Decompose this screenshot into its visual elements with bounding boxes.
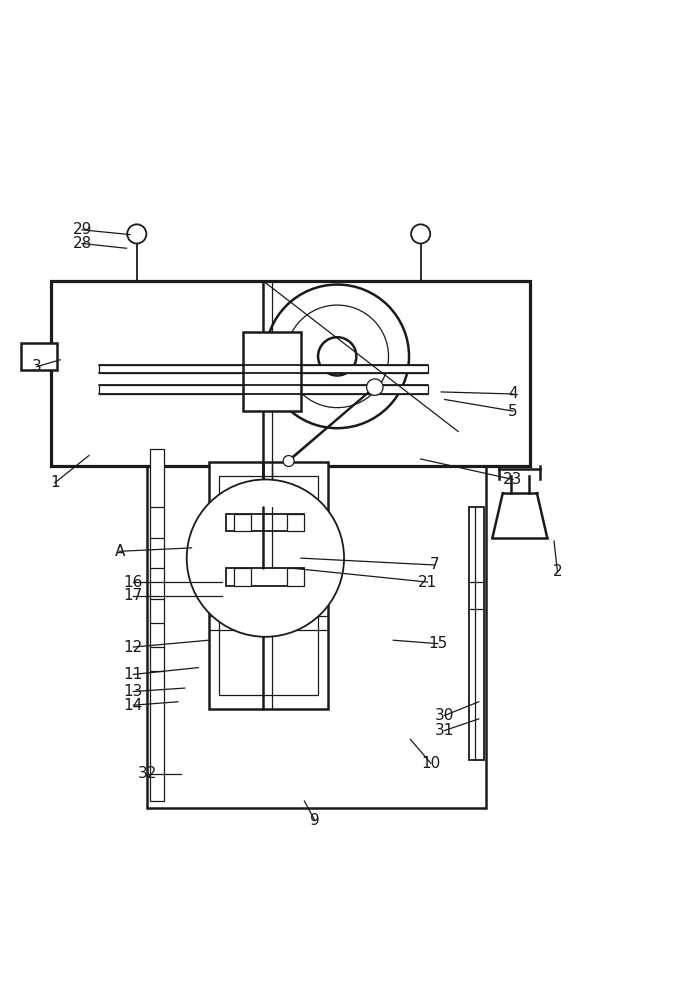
Text: 2: 2 bbox=[553, 564, 562, 579]
Bar bbox=[150, 449, 164, 801]
Bar bbox=[147, 442, 486, 808]
Text: 17: 17 bbox=[124, 588, 143, 603]
Circle shape bbox=[187, 479, 344, 637]
Bar bbox=[99, 365, 428, 373]
Text: 29: 29 bbox=[73, 222, 92, 237]
Bar bbox=[287, 568, 304, 585]
Text: 28: 28 bbox=[73, 236, 92, 251]
Circle shape bbox=[265, 285, 409, 428]
Text: 12: 12 bbox=[124, 640, 143, 655]
Circle shape bbox=[367, 379, 383, 395]
Text: 13: 13 bbox=[124, 684, 143, 699]
Bar bbox=[233, 555, 308, 623]
Bar bbox=[226, 568, 304, 585]
Bar bbox=[234, 568, 252, 585]
Text: A: A bbox=[114, 544, 125, 559]
Text: 3: 3 bbox=[32, 359, 42, 374]
Text: 9: 9 bbox=[310, 813, 319, 828]
Circle shape bbox=[127, 224, 146, 243]
Bar bbox=[287, 514, 304, 531]
Bar bbox=[219, 476, 318, 695]
Bar bbox=[99, 385, 428, 394]
Circle shape bbox=[411, 224, 430, 243]
Text: 10: 10 bbox=[421, 756, 440, 771]
Text: 30: 30 bbox=[435, 708, 454, 723]
Text: 5: 5 bbox=[508, 404, 518, 419]
Circle shape bbox=[318, 337, 356, 376]
Bar bbox=[469, 507, 484, 760]
Text: 16: 16 bbox=[124, 575, 143, 590]
Text: 21: 21 bbox=[418, 575, 437, 590]
Bar bbox=[226, 514, 304, 531]
Circle shape bbox=[286, 305, 389, 408]
Bar bbox=[51, 281, 530, 466]
Text: 23: 23 bbox=[503, 472, 523, 487]
Text: 7: 7 bbox=[430, 557, 439, 572]
Text: 11: 11 bbox=[124, 667, 143, 682]
Text: 14: 14 bbox=[124, 698, 143, 713]
Text: 4: 4 bbox=[508, 386, 518, 401]
Bar bbox=[21, 343, 57, 370]
Bar bbox=[209, 462, 328, 709]
Text: 15: 15 bbox=[428, 636, 447, 651]
Bar bbox=[243, 332, 301, 411]
Text: 1: 1 bbox=[50, 475, 60, 490]
Circle shape bbox=[283, 456, 294, 466]
Bar bbox=[234, 514, 252, 531]
Text: 32: 32 bbox=[137, 766, 157, 781]
Text: 31: 31 bbox=[435, 723, 454, 738]
